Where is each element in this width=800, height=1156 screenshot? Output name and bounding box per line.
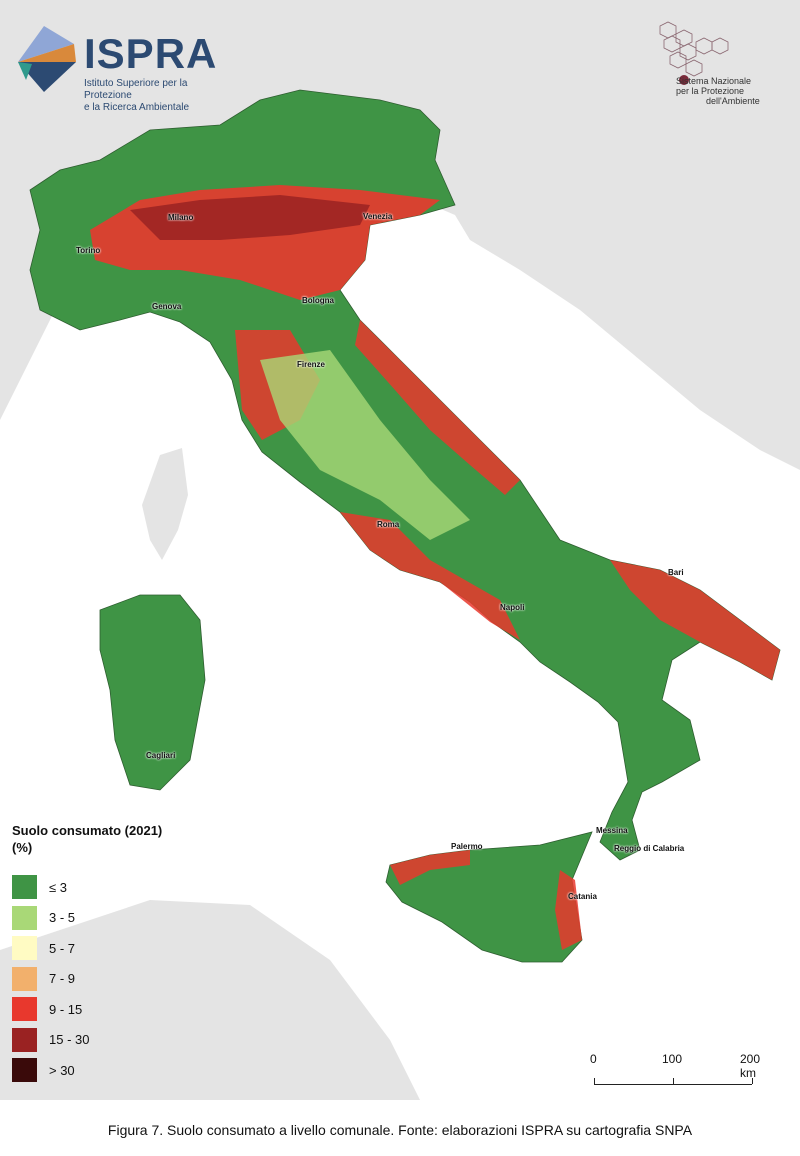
adriatic-coast-high xyxy=(355,320,520,495)
scale-bar: 0 100 200 km xyxy=(590,1052,774,1092)
legend-label: 5 - 7 xyxy=(49,940,76,956)
scale-label-200: 200 km xyxy=(740,1052,761,1080)
legend-label: 3 - 5 xyxy=(49,910,76,926)
legend-item: 7 - 9 xyxy=(12,964,162,995)
map-legend: Suolo consumato (2021) (%) ≤ 3 3 - 5 5 - 7… xyxy=(12,822,162,1086)
ispra-subtitle: Istituto Superiore per la Protezione e l… xyxy=(84,78,234,114)
central-mixed xyxy=(260,350,470,540)
legend-label: 9 - 15 xyxy=(49,1001,83,1017)
snpa-line2: per la Protezione xyxy=(676,86,745,96)
scale-label-100: 100 xyxy=(662,1052,683,1066)
figure-caption: Figura 7. Suolo consumato a livello comu… xyxy=(107,1122,693,1138)
legend-swatch xyxy=(12,966,37,991)
legend-label: > 30 xyxy=(49,1062,75,1078)
snpa-line3: dell'Ambiente xyxy=(706,96,760,106)
city-label-torino: Torino xyxy=(76,246,101,255)
city-label-messina: Messina xyxy=(596,826,628,835)
puglia-high xyxy=(610,560,780,680)
snpa-logo-text: Sistema Nazionale per la Protezione dell… xyxy=(676,76,786,106)
scale-tick xyxy=(752,1078,753,1084)
city-label-napoli: Napoli xyxy=(500,603,525,612)
scale-tick xyxy=(673,1078,674,1084)
foreign-land-north xyxy=(0,0,800,470)
legend-item: > 30 xyxy=(12,1055,162,1086)
legend-label: 15 - 30 xyxy=(49,1032,90,1048)
legend-swatch xyxy=(12,936,37,961)
ispra-subtitle-line1: Istituto Superiore per la Protezione xyxy=(84,78,188,101)
scale-label-0: 0 xyxy=(590,1052,597,1066)
sicily-coast-high xyxy=(390,850,582,950)
legend-item: 3 - 5 xyxy=(12,903,162,934)
city-label-cagliari: Cagliari xyxy=(146,751,176,760)
ispra-logo-text: ISPRA xyxy=(84,30,218,77)
city-label-firenze: Firenze xyxy=(297,360,326,369)
city-label-venezia: Venezia xyxy=(363,212,393,221)
corsica xyxy=(142,448,188,560)
italy-land-consumption-map xyxy=(0,0,800,1100)
legend-swatch xyxy=(12,997,37,1022)
legend-item: 15 - 30 xyxy=(12,1025,162,1056)
city-label-genova: Genova xyxy=(152,302,182,311)
city-label-roma: Roma xyxy=(377,520,400,529)
sardinia xyxy=(99,594,206,791)
legend-swatch xyxy=(12,1027,37,1052)
north-africa xyxy=(0,900,420,1100)
ispra-subtitle-line2: e la Ricerca Ambientale xyxy=(84,102,190,113)
legend-swatch xyxy=(12,1058,37,1083)
legend-item: 9 - 15 xyxy=(12,994,162,1025)
ispra-logo xyxy=(14,22,80,99)
snpa-hexagon-logo xyxy=(659,21,729,85)
legend-item: ≤ 3 xyxy=(12,872,162,903)
legend-swatch xyxy=(12,875,37,900)
legend-swatch xyxy=(12,905,37,930)
lazio-campania-high xyxy=(340,512,520,640)
city-label-bari: Bari xyxy=(668,568,684,577)
legend-item: 5 - 7 xyxy=(12,933,162,964)
city-label-palermo: Palermo xyxy=(451,842,483,851)
legend-label: ≤ 3 xyxy=(49,879,67,895)
scale-tick xyxy=(594,1078,595,1084)
snpa-line1: Sistema Nazionale xyxy=(676,76,752,86)
ispra-logo-mark xyxy=(18,26,76,92)
city-label-catania: Catania xyxy=(568,892,597,901)
city-label-milano: Milano xyxy=(168,213,194,222)
city-label-reggio-di-calabria: Reggio di Calabria xyxy=(614,844,685,853)
city-label-bologna: Bologna xyxy=(302,296,334,305)
legend-title: Suolo consumato (2021) xyxy=(12,823,163,838)
scale-line xyxy=(594,1084,752,1085)
legend-list: ≤ 3 3 - 5 5 - 7 7 - 9 9 - 15 15 - 30 > 30 xyxy=(12,872,162,1086)
po-valley-very-high xyxy=(130,195,370,240)
legend-unit: (%) xyxy=(12,840,33,855)
legend-label: 7 - 9 xyxy=(49,971,76,987)
